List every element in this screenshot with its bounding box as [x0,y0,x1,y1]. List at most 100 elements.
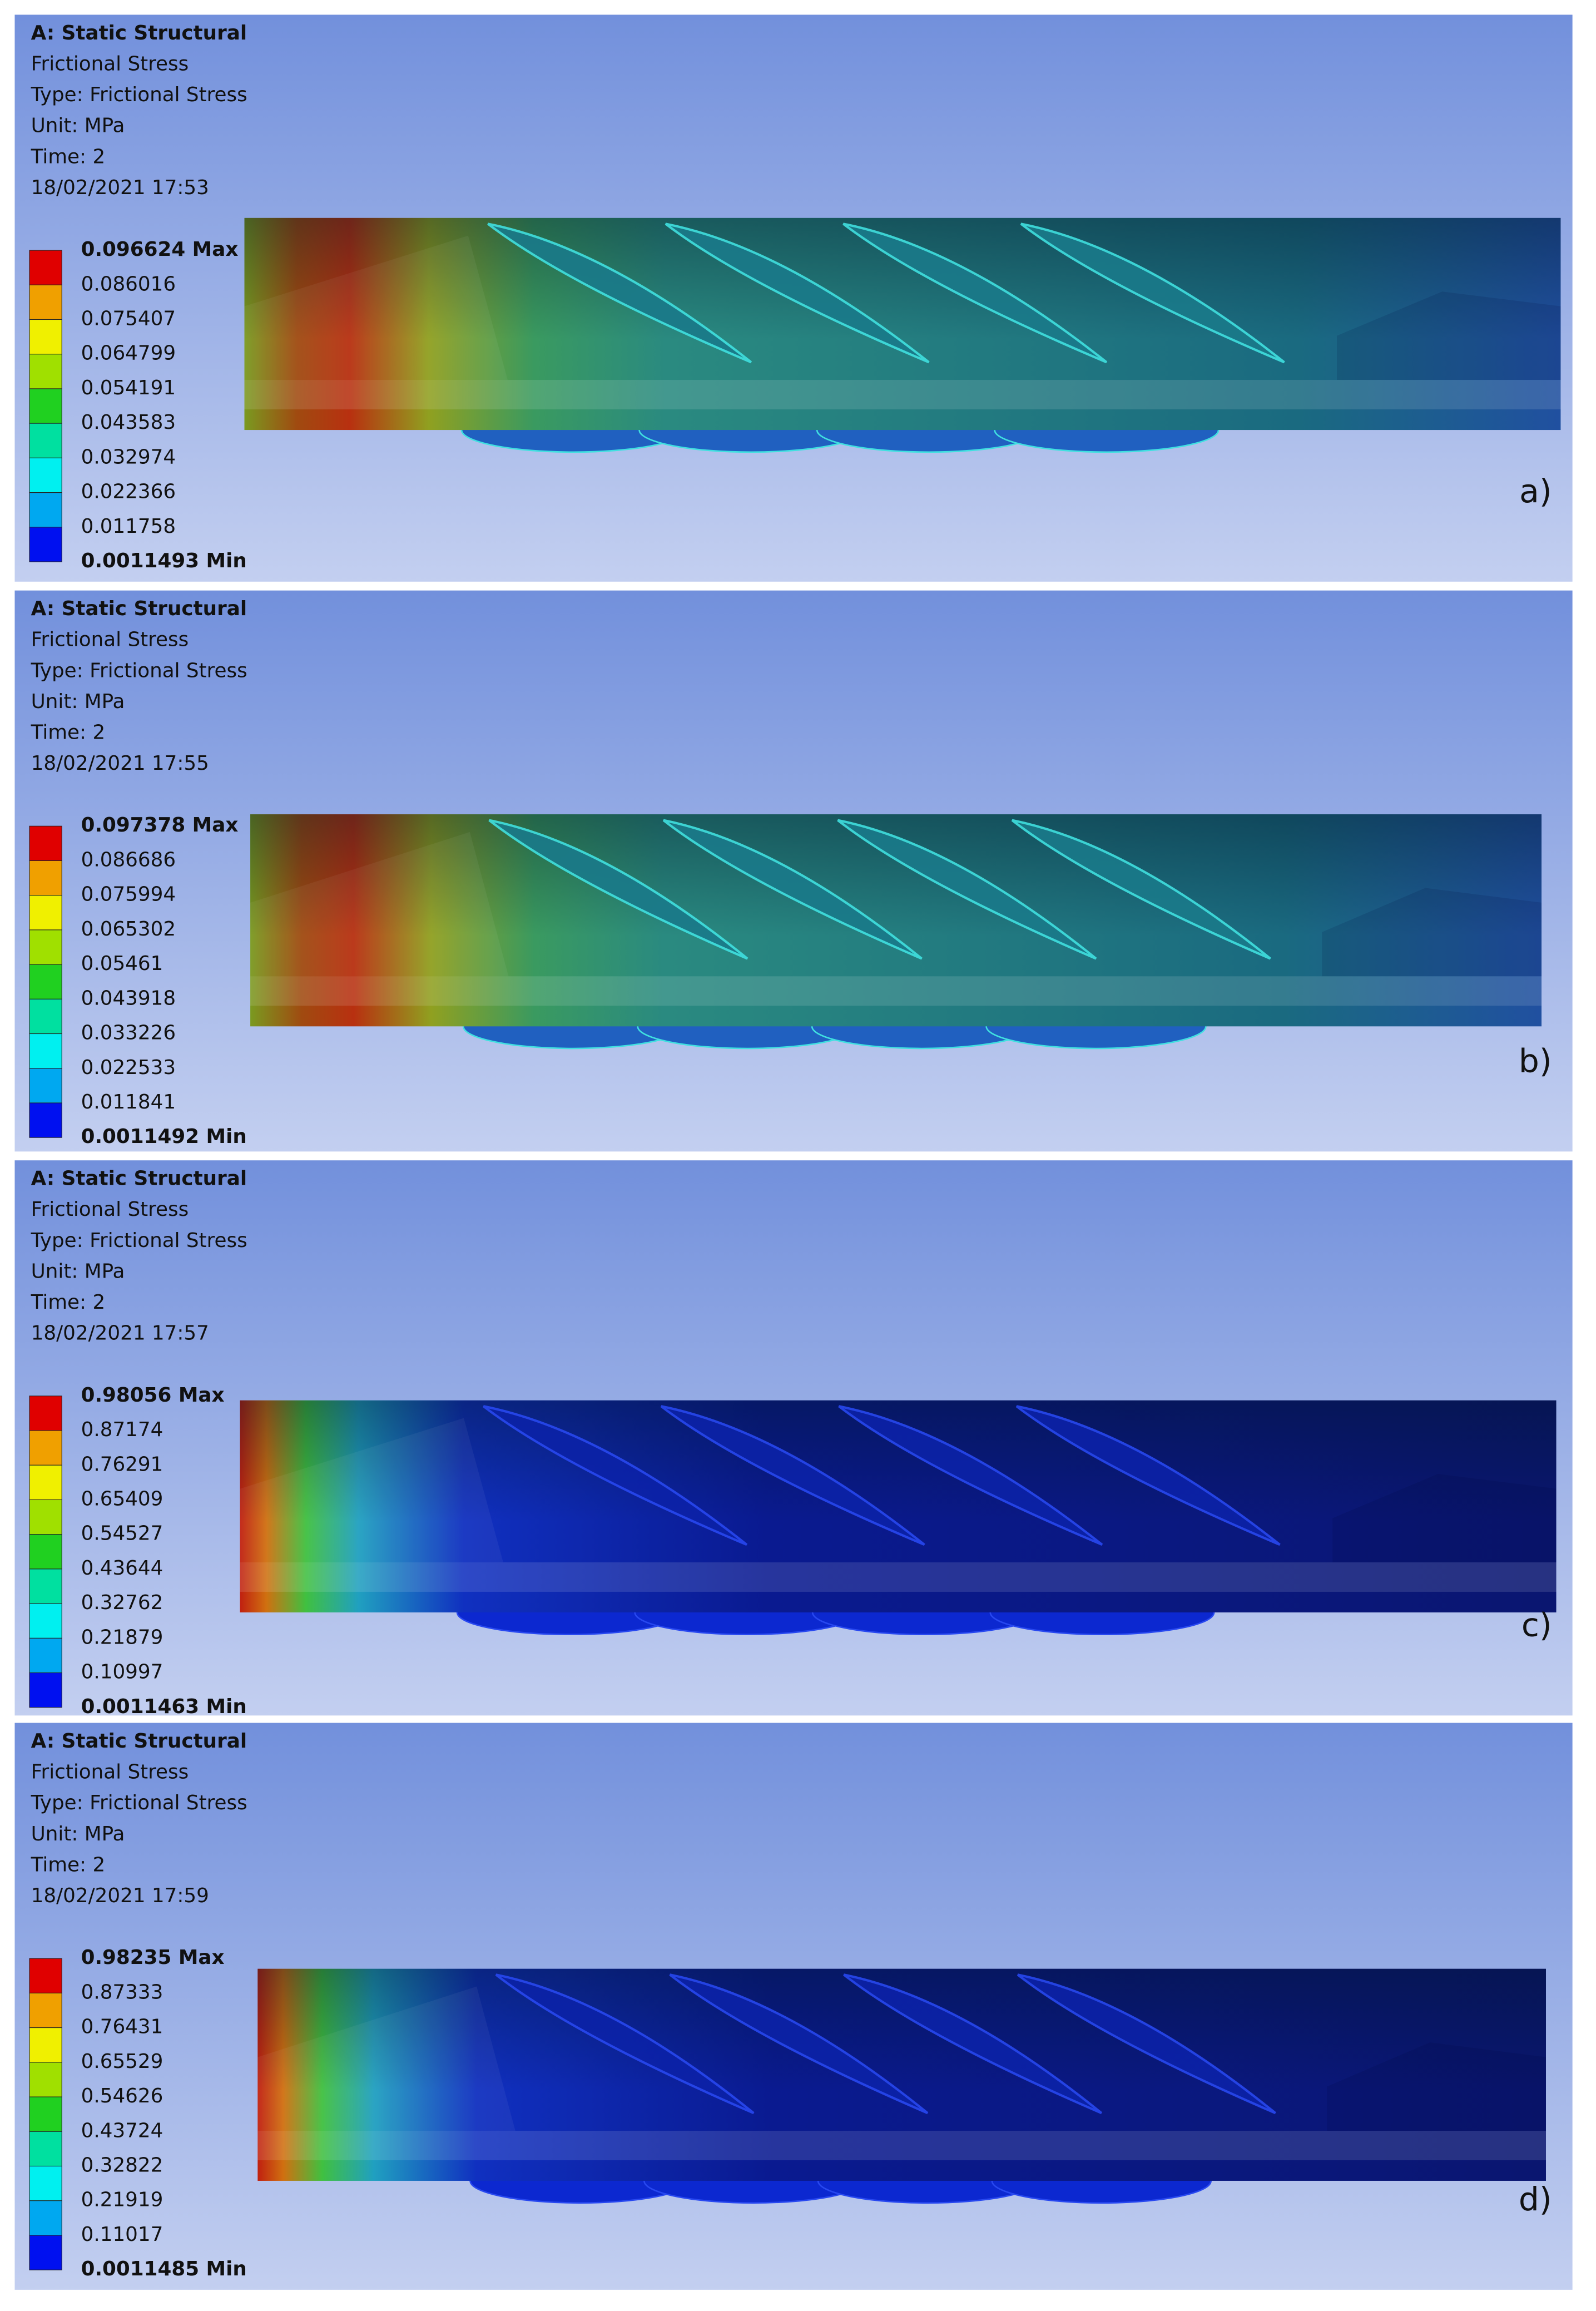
legend-label: 0.064799 [81,342,176,365]
legend-label: 0.086686 [81,848,176,871]
legend-swatch [29,1534,62,1570]
legend-label: 0.096624 Max [81,238,239,261]
header-line: Type: Frictional Stress [31,659,247,682]
model-blade [662,819,923,960]
legend-label: 0.0011463 Min [81,1695,247,1718]
header-line: Type: Frictional Stress [31,1792,247,1814]
model-blade [842,222,1108,364]
legend-label: 0.022533 [81,1056,176,1079]
legend-label: 0.054191 [81,377,176,399]
header-line: Time: 2 [31,1853,106,1876]
model-blade [665,222,930,364]
legend-label: 0.065302 [81,918,176,941]
legend-swatch [29,2200,62,2236]
legend-label: 0.76291 [81,1453,163,1476]
legend-swatch [29,423,62,458]
header-title: A: Static Structural [31,597,247,620]
header-line: Type: Frictional Stress [31,1229,247,1252]
legend-label: 0.87333 [81,1981,163,2003]
model-blade [837,819,1097,960]
legend-swatch [29,2096,62,2132]
legend-label: 0.0011492 Min [81,1125,247,1148]
legend-swatch [29,1033,62,1069]
legend-label: 0.43724 [81,2119,163,2142]
legend-label: 0.98056 Max [81,1384,225,1407]
panel-label: c) [1521,1606,1552,1644]
header-line: Time: 2 [31,1291,106,1314]
legend-swatch [29,1992,62,2028]
legend-label: 0.76431 [81,2016,163,2038]
legend-swatch [29,2131,62,2167]
header-line: Frictional Stress [31,629,189,651]
legend-label: 0.32822 [81,2154,163,2176]
legend-swatch [29,1102,62,1138]
header-line: 18/02/2021 17:53 [31,176,209,199]
legend-label: 0.033226 [81,1022,176,1045]
panel-label: b) [1519,1042,1552,1080]
legend-label: 0.022366 [81,481,176,503]
model-blade [1015,1405,1281,1546]
legend-swatch [29,492,62,528]
legend-swatch [29,1068,62,1103]
legend-label: 0.011841 [81,1091,176,1114]
legend-swatch [29,388,62,424]
header-line: Frictional Stress [31,52,189,75]
legend-label: 0.32762 [81,1591,163,1614]
model-facet [250,832,509,977]
model-blade [838,1405,1103,1546]
legend-label: 0.032974 [81,446,176,468]
legend-swatch [29,964,62,999]
legend-swatch [29,250,62,285]
legend-label: 0.54626 [81,2085,163,2107]
legend-swatch [29,527,62,562]
legend-label: 0.21919 [81,2189,163,2211]
header-line: Time: 2 [31,721,106,744]
header-title: A: Static Structural [31,1167,247,1190]
legend-label: 0.54527 [81,1522,163,1545]
panel-label: d) [1519,2180,1552,2218]
panel: A: Static Structural Frictional Stress Typ… [14,1723,1573,2290]
legend-swatch [29,1603,62,1639]
legend-swatch [29,1499,62,1535]
legend-swatch [29,2062,62,2097]
header-title: A: Static Structural [31,22,247,44]
legend-label: 0.086016 [81,273,176,295]
legend-swatch [29,1672,62,1708]
model-blade [843,1973,1103,2115]
legend-swatch [29,2235,62,2270]
header-line: Unit: MPa [31,690,125,713]
legend-swatch [29,319,62,355]
legend-swatch [29,895,62,931]
legend-swatch [29,1395,62,1431]
model-blade [1020,222,1285,364]
model-shaft [250,976,1542,1006]
legend-swatch [29,998,62,1035]
legend-label: 0.05461 [81,952,163,975]
legend-swatch [29,1464,62,1501]
legend-swatch [29,1958,62,1993]
legend-swatch [29,929,62,965]
model-blade [495,1973,755,2115]
legend-swatch [29,2165,62,2201]
legend-label: 0.98235 Max [81,1946,225,1969]
model-shaft [244,380,1561,410]
legend-label: 0.075994 [81,883,176,906]
panel-label: a) [1519,472,1552,510]
legend-label: 0.097378 Max [81,814,239,837]
model-blade [1017,1973,1276,2115]
legend-label: 0.011758 [81,515,176,538]
model-shaft [240,1562,1557,1592]
legend-label: 0.21879 [81,1626,163,1649]
model-facet [1327,2042,1546,2131]
header-line: Type: Frictional Stress [31,83,247,106]
legend-swatch [29,457,62,493]
legend-label: 0.87174 [81,1418,163,1441]
header-line: Frictional Stress [31,1761,189,1784]
legend-label: 0.10997 [81,1661,163,1684]
legend-label: 0.11017 [81,2223,163,2246]
model-facet [244,235,508,380]
model-shaft [257,2130,1546,2160]
legend-swatch [29,354,62,389]
